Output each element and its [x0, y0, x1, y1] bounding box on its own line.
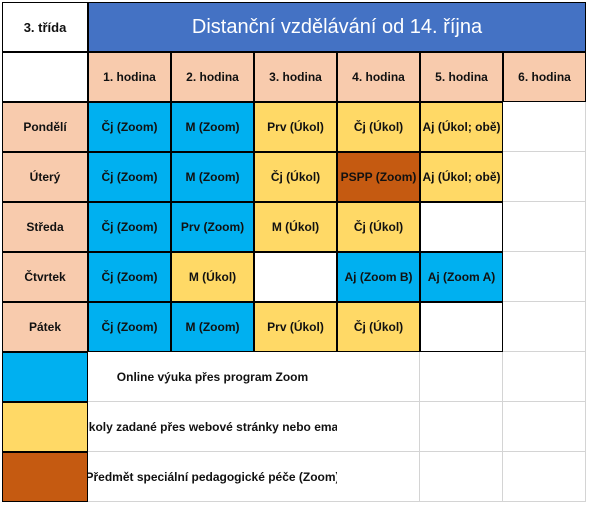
- day-label: Pondělí: [2, 102, 88, 152]
- lesson-cell: M (Zoom): [171, 102, 254, 152]
- legend-empty-cell: [420, 402, 503, 452]
- legend-empty-cell: [503, 352, 586, 402]
- lesson-cell: Čj (Zoom): [88, 202, 171, 252]
- legend-empty-cell: [337, 452, 420, 502]
- legend-empty-cell: [503, 452, 586, 502]
- header-corner-empty: [2, 52, 88, 102]
- legend-swatch: [2, 402, 88, 452]
- lesson-cell: [420, 302, 503, 352]
- lesson-cell: Aj (Úkol; obě): [420, 102, 503, 152]
- lesson-cell: [420, 202, 503, 252]
- lesson-cell: M (Zoom): [171, 152, 254, 202]
- column-header: 5. hodina: [420, 52, 503, 102]
- lesson-cell: Čj (Úkol): [337, 102, 420, 152]
- lesson-cell: [503, 102, 586, 152]
- lesson-cell: [503, 152, 586, 202]
- lesson-cell: Aj (Zoom A): [420, 252, 503, 302]
- lesson-cell: Čj (Zoom): [88, 302, 171, 352]
- lesson-cell: Prv (Zoom): [171, 202, 254, 252]
- page-title: Distanční vzdělávání od 14. října: [88, 2, 586, 52]
- lesson-cell: [503, 252, 586, 302]
- column-header: 1. hodina: [88, 52, 171, 102]
- lesson-cell: [503, 202, 586, 252]
- legend-text: Úkoly zadané přes webové stránky nebo em…: [88, 402, 338, 452]
- lesson-cell: [503, 302, 586, 352]
- legend-swatch: [2, 352, 88, 402]
- lesson-cell: Čj (Zoom): [88, 252, 171, 302]
- lesson-cell: Aj (Zoom B): [337, 252, 420, 302]
- lesson-cell: Prv (Úkol): [254, 302, 337, 352]
- legend-empty-cell: [420, 352, 503, 402]
- lesson-cell: Prv (Úkol): [254, 102, 337, 152]
- column-header: 2. hodina: [171, 52, 254, 102]
- legend-swatch: [2, 452, 88, 502]
- column-header: 6. hodina: [503, 52, 586, 102]
- day-label: Pátek: [2, 302, 88, 352]
- lesson-cell: PSPP (Zoom): [337, 152, 420, 202]
- legend-text: Předmět speciální pedagogické péče (Zoom…: [88, 452, 338, 502]
- lesson-cell: M (Úkol): [254, 202, 337, 252]
- legend-empty-cell: [420, 452, 503, 502]
- lesson-cell: M (Úkol): [171, 252, 254, 302]
- class-label: 3. třída: [2, 2, 88, 52]
- lesson-cell: M (Zoom): [171, 302, 254, 352]
- legend-text: Online výuka přes program Zoom: [88, 352, 338, 402]
- legend-empty-cell: [337, 352, 420, 402]
- lesson-cell: Aj (Úkol; obě): [420, 152, 503, 202]
- lesson-cell: Čj (Úkol): [254, 152, 337, 202]
- lesson-cell: Čj (Zoom): [88, 102, 171, 152]
- legend-empty-cell: [503, 402, 586, 452]
- day-label: Čtvrtek: [2, 252, 88, 302]
- day-label: Středa: [2, 202, 88, 252]
- lesson-cell: Čj (Zoom): [88, 152, 171, 202]
- lesson-cell: [254, 252, 337, 302]
- lesson-cell: Čj (Úkol): [337, 202, 420, 252]
- column-header: 3. hodina: [254, 52, 337, 102]
- legend-empty-cell: [337, 402, 420, 452]
- day-label: Úterý: [2, 152, 88, 202]
- lesson-cell: Čj (Úkol): [337, 302, 420, 352]
- column-header: 4. hodina: [337, 52, 420, 102]
